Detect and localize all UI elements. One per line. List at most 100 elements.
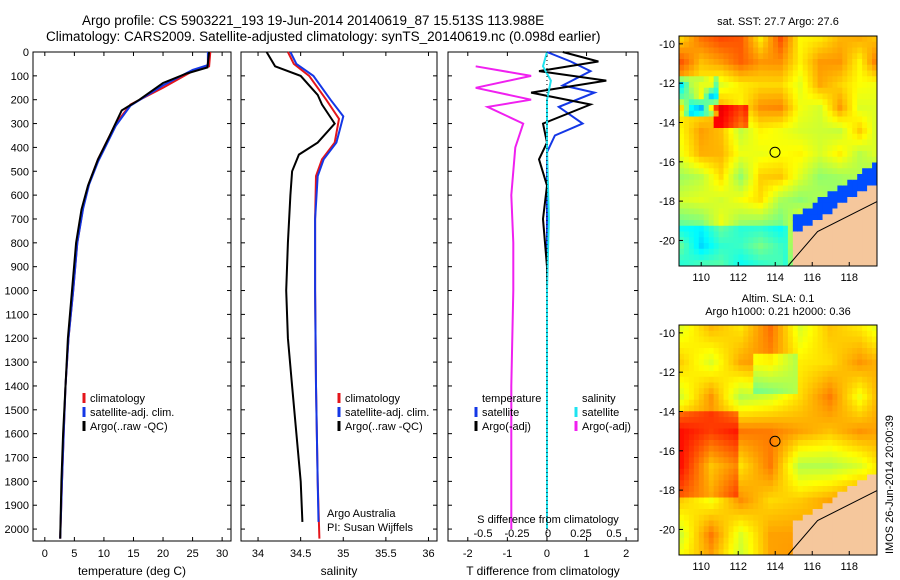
map-cell <box>723 342 729 349</box>
map-cell <box>683 497 690 504</box>
map-cell <box>822 417 828 424</box>
map-cell <box>688 122 695 129</box>
map-cell <box>768 254 774 261</box>
map-cell <box>792 59 799 66</box>
map-cell <box>817 179 824 186</box>
map-cell <box>723 382 729 389</box>
map-cell <box>862 468 868 475</box>
map-cell <box>733 82 739 89</box>
map-cell <box>852 82 858 89</box>
map-cell <box>718 526 725 533</box>
map-cell <box>817 191 824 198</box>
map-cell <box>753 520 759 527</box>
map-cell <box>773 394 779 401</box>
map-cell <box>768 128 774 135</box>
map-cell <box>703 156 710 163</box>
map-cell <box>832 110 838 117</box>
map-cell <box>728 243 734 250</box>
map-cell <box>698 116 705 123</box>
map-cell <box>827 110 833 117</box>
land-cell <box>857 543 863 550</box>
map-cell <box>733 336 739 343</box>
map-cell <box>773 87 779 94</box>
map-cell <box>807 371 814 378</box>
map-cell <box>812 503 819 510</box>
series-satellite-adj-clim- <box>289 51 345 522</box>
map-cell <box>698 208 705 215</box>
map-cell <box>698 371 705 378</box>
map-cell <box>703 520 710 527</box>
map-cell <box>802 133 809 140</box>
map-cell <box>787 82 794 89</box>
map-cell <box>718 70 725 77</box>
map-cell <box>852 36 858 43</box>
map-cell <box>683 359 690 366</box>
map-cell <box>857 47 863 54</box>
map-cell <box>763 411 769 418</box>
map-cell <box>787 174 794 181</box>
map-cell <box>847 36 853 43</box>
map-cell <box>812 405 819 412</box>
map-cell <box>802 191 809 198</box>
map-cell <box>718 382 725 389</box>
map-cell <box>698 428 705 435</box>
map-cell <box>832 325 838 332</box>
map-cell <box>812 179 819 186</box>
map-cell <box>703 434 710 441</box>
map-cell <box>679 411 685 418</box>
map-cell <box>862 47 868 54</box>
map-cell <box>738 532 744 539</box>
map-cell <box>703 417 710 424</box>
map-cell <box>738 36 744 43</box>
map-cell <box>718 434 725 441</box>
map-cell <box>797 509 804 516</box>
land-cell <box>832 514 838 521</box>
map-cell <box>723 162 729 169</box>
map-cell <box>842 394 848 401</box>
map-cell <box>748 325 754 332</box>
x-tick-label: 10 <box>98 548 110 560</box>
land-cell <box>872 260 878 267</box>
map-cell <box>763 440 769 447</box>
map-cell <box>753 82 759 89</box>
map-cell <box>852 87 858 94</box>
map-cell <box>807 105 814 112</box>
map-cell <box>728 457 734 464</box>
map-cell <box>728 394 734 401</box>
map-cell <box>792 197 799 204</box>
map-cell <box>778 537 784 544</box>
x-axis-label: salinity <box>321 564 358 578</box>
map-cell <box>703 543 710 550</box>
land-cell <box>857 503 863 510</box>
land-cell <box>862 214 868 221</box>
map-cell <box>733 139 739 146</box>
map-cell <box>862 371 868 378</box>
map-cell <box>693 82 700 89</box>
map-cell <box>738 168 744 175</box>
map-cell <box>708 76 715 83</box>
land-cell <box>812 248 819 255</box>
map-cell <box>738 497 744 504</box>
map-cell <box>807 116 814 123</box>
land-cell <box>847 537 853 544</box>
map-cell <box>683 110 690 117</box>
map-cell <box>867 451 873 458</box>
map-cell <box>688 537 695 544</box>
map-cell <box>812 156 819 163</box>
map-cell <box>782 486 789 493</box>
map-cell <box>758 64 764 71</box>
map-cell <box>723 330 729 337</box>
map-cell <box>693 214 700 221</box>
x-tick-label: -1 <box>502 548 512 560</box>
map-cell <box>679 474 685 481</box>
map-cell <box>758 237 764 244</box>
map-cell <box>693 474 700 481</box>
map-cell <box>807 151 814 158</box>
land-cell <box>847 520 853 527</box>
map-cell <box>867 99 873 106</box>
map-cell <box>817 64 824 71</box>
map-cell <box>763 214 769 221</box>
map-cell <box>688 41 695 48</box>
map-cell <box>743 145 749 152</box>
map-cell <box>679 110 685 117</box>
